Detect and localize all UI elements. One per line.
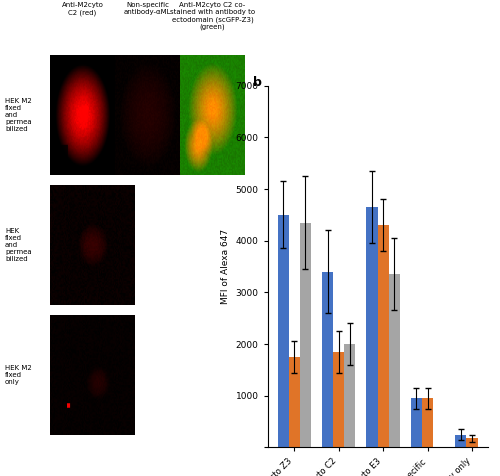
- Bar: [278, 215, 288, 447]
- Text: b: b: [252, 76, 262, 89]
- Text: Anti-M2cyto C2 co-
stained with antibody to
ectodomain (scGFP-Z3)
(green): Anti-M2cyto C2 co- stained with antibody…: [170, 2, 255, 30]
- Bar: [388, 274, 400, 447]
- Text: a: a: [52, 52, 61, 65]
- Bar: [322, 272, 333, 447]
- Bar: [466, 438, 477, 447]
- Text: HEK
fixed
and
permea
bilized: HEK fixed and permea bilized: [5, 228, 32, 262]
- Bar: [366, 207, 378, 447]
- Bar: [422, 398, 433, 447]
- Bar: [288, 357, 300, 447]
- Bar: [456, 435, 466, 447]
- Text: Non-specific
antibody-αML: Non-specific antibody-αML: [124, 2, 172, 15]
- Text: HEK M2
fixed
and
permea
bilized: HEK M2 fixed and permea bilized: [5, 98, 32, 132]
- Bar: [300, 223, 311, 447]
- Text: Anti-M2cyto
C2 (red): Anti-M2cyto C2 (red): [62, 2, 104, 16]
- Bar: [333, 352, 344, 447]
- Text: HEK M2
fixed
only: HEK M2 fixed only: [5, 365, 32, 385]
- Y-axis label: MFI of Alexa 647: MFI of Alexa 647: [221, 229, 230, 304]
- Bar: [378, 225, 388, 447]
- Bar: [411, 398, 422, 447]
- Bar: [344, 344, 356, 447]
